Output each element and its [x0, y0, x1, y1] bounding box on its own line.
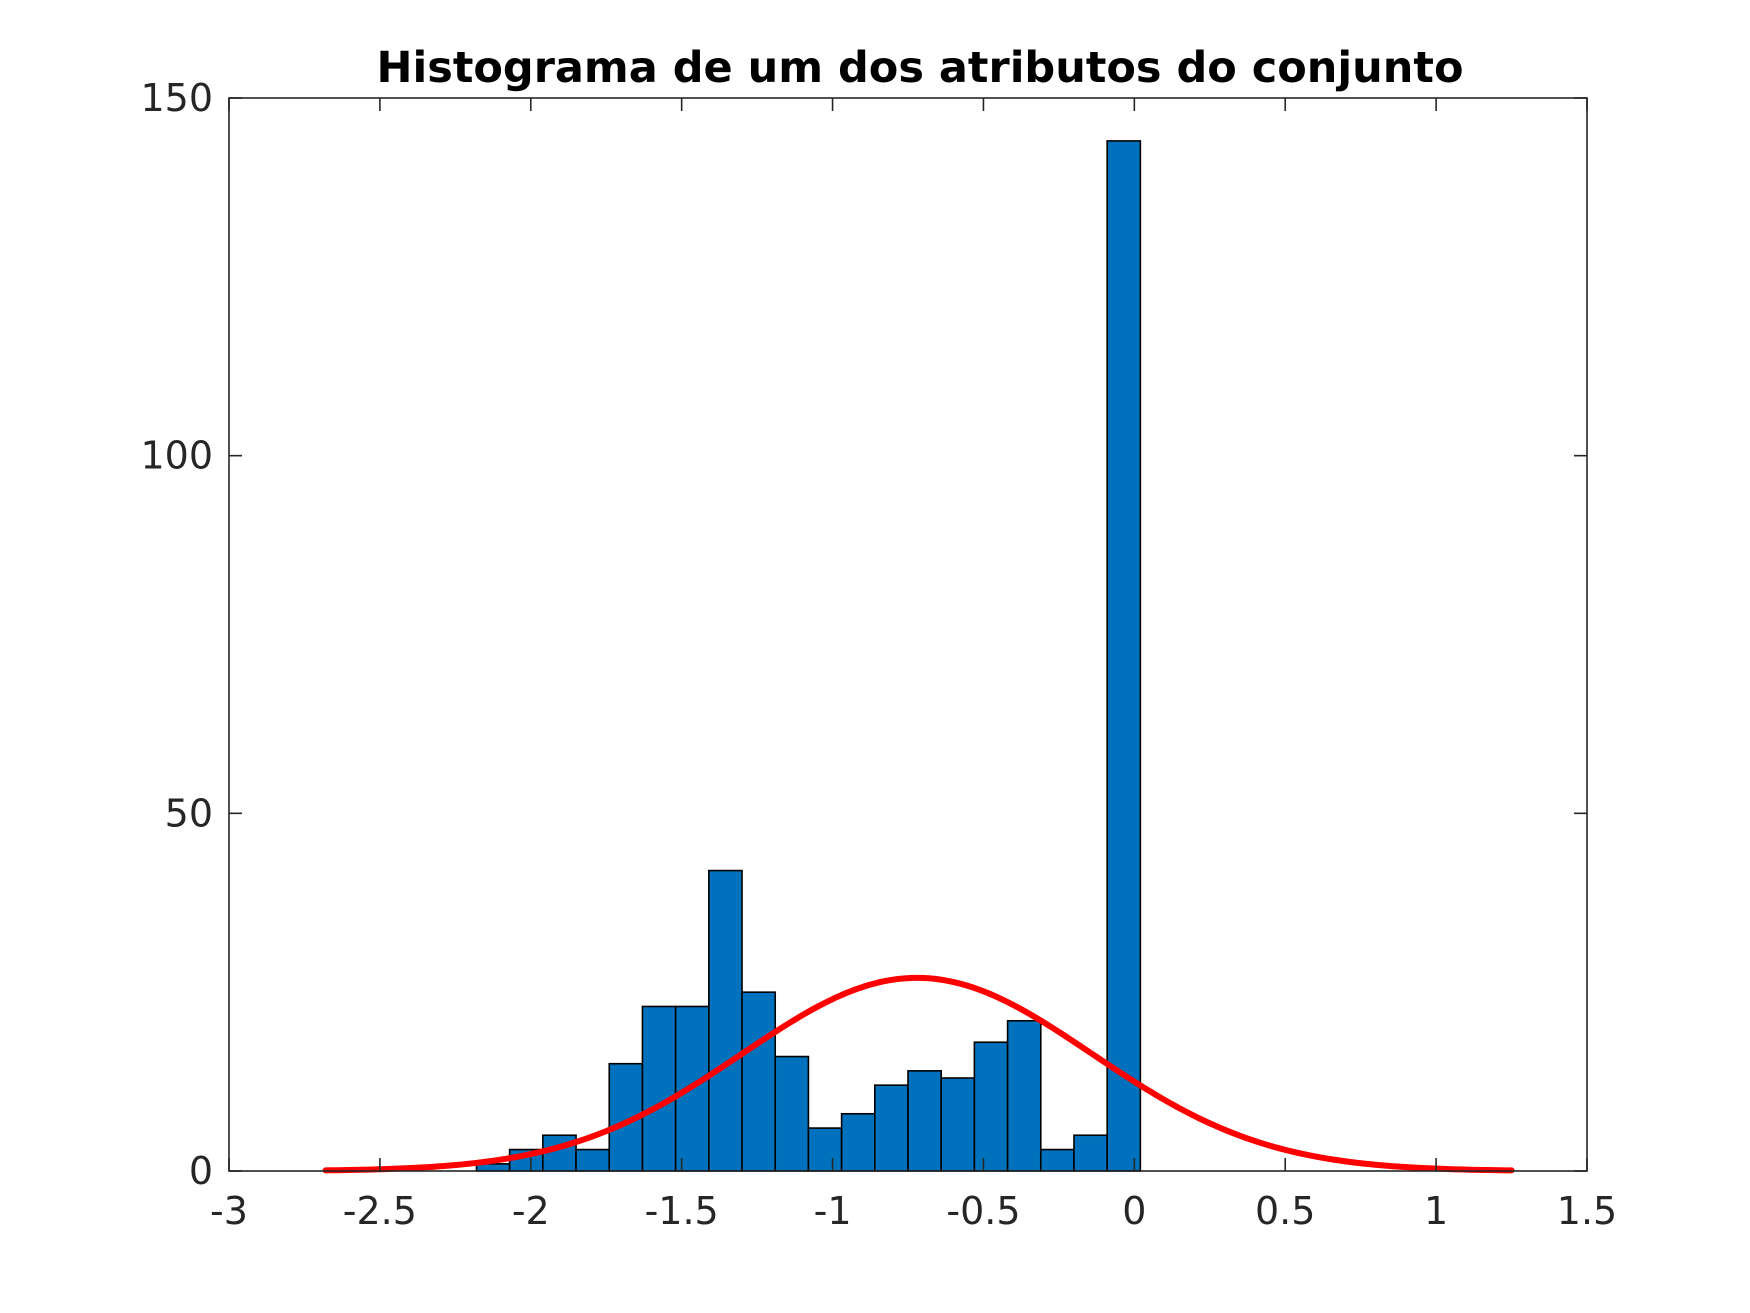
- histogram-bar: [907, 1070, 943, 1172]
- y-tick-label: 0: [189, 1149, 213, 1193]
- y-tick-label: 150: [140, 76, 213, 120]
- histogram-bar: [641, 1005, 677, 1172]
- y-axis-ticks: 0 50 100 150: [140, 76, 1587, 1193]
- histogram-bar: [1106, 140, 1142, 1172]
- x-tick-label: 0.5: [1255, 1189, 1315, 1233]
- x-tick-label: 1: [1424, 1189, 1448, 1233]
- normal-fit-curve-layer: [322, 974, 1515, 1174]
- plot-axes: [228, 97, 1588, 1172]
- histogram-bar: [873, 1084, 909, 1172]
- x-tick-label: -1.5: [645, 1189, 719, 1233]
- histogram-bar: [708, 869, 743, 1172]
- x-tick-label: -3: [210, 1189, 248, 1233]
- x-tick-label: -1: [814, 1189, 852, 1233]
- x-tick-label: 0: [1122, 1189, 1146, 1233]
- histogram-bar: [1073, 1134, 1108, 1172]
- normal-fit-curve: [322, 974, 1515, 1174]
- histogram-bar: [774, 1055, 810, 1172]
- histogram-bar: [940, 1077, 976, 1172]
- x-axis-ticks: -3 -2.5 -2 -1.5 -1 -0.5 0 0.5 1 1.5: [210, 98, 1617, 1233]
- histogram-bar: [741, 991, 777, 1172]
- histogram-bar: [807, 1127, 843, 1172]
- histogram-bar: [575, 1148, 611, 1172]
- histogram-bar: [973, 1041, 1009, 1172]
- y-tick-label: 50: [165, 791, 213, 835]
- histogram-bar: [840, 1112, 876, 1172]
- histogram-bar: [1006, 1019, 1042, 1172]
- histogram-bars: [475, 140, 1142, 1172]
- x-tick-label: -2.5: [343, 1189, 417, 1233]
- y-tick-label: 100: [140, 434, 213, 478]
- histogram-bar: [1039, 1148, 1075, 1172]
- x-tick-label: 1.5: [1557, 1189, 1617, 1233]
- x-tick-label: -2: [512, 1189, 550, 1233]
- chart-title: Histograma de um dos atributos do conjun…: [377, 43, 1464, 93]
- x-tick-label: -0.5: [946, 1189, 1020, 1233]
- axes-box: [228, 97, 1588, 1172]
